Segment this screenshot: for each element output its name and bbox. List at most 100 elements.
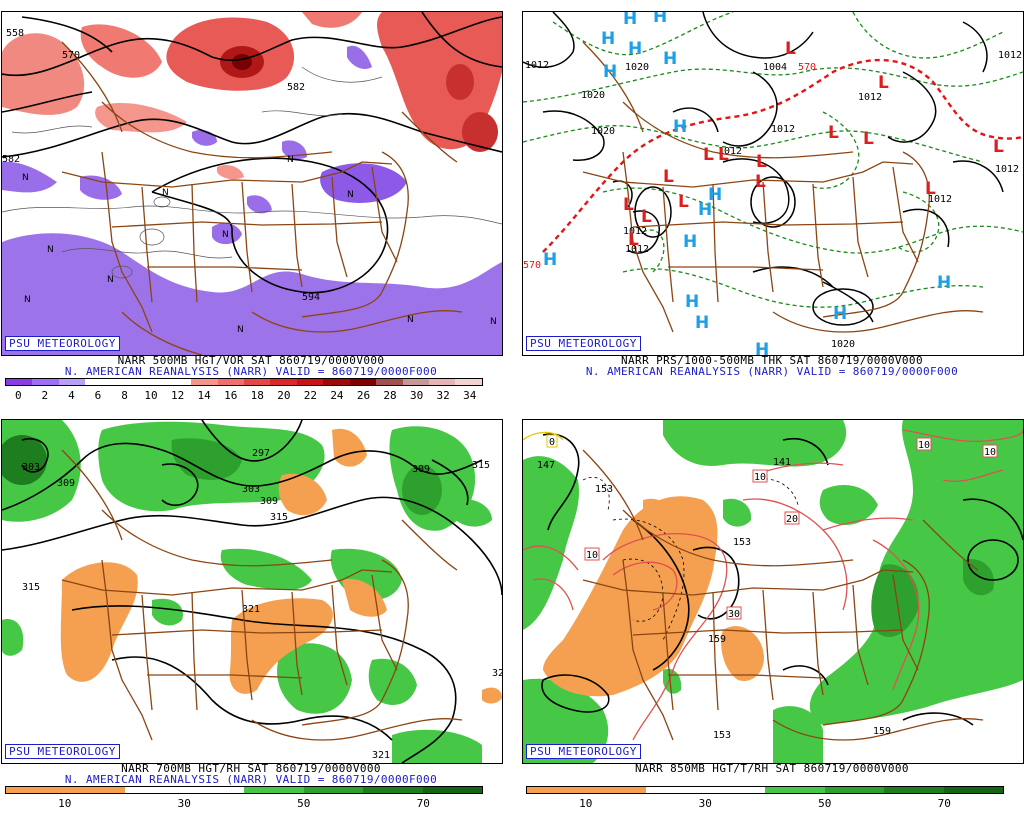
high-pressure-marker: H: [833, 304, 847, 324]
colorbar-swatch: [191, 379, 218, 385]
svg-text:N: N: [347, 190, 354, 200]
contour-label: 303: [22, 462, 40, 473]
colorbar-tick-label: 22: [303, 389, 317, 402]
rh-colorbar: [526, 786, 1004, 794]
high-pressure-marker: H: [601, 29, 615, 49]
colorbar-swatch: [586, 787, 646, 793]
colorbar-tick-label: 30: [409, 389, 424, 402]
colorbar-tick-label: 28: [383, 389, 397, 402]
temperature-label: 10: [586, 550, 598, 561]
map-850mb: 0 147 153 141 10 10 20 10 30 153 159 153…: [522, 419, 1024, 764]
contour-label: 315: [472, 460, 490, 471]
colorbar-swatch: [765, 787, 825, 793]
panel-caption: NARR 700MB HGT/RH SAT 860719/0000V000: [121, 762, 381, 775]
temperature-label: 0: [549, 437, 555, 448]
colorbar-swatch: [429, 379, 456, 385]
colorbar-tick-label: 50: [297, 797, 311, 810]
high-pressure-marker: H: [755, 340, 769, 355]
low-pressure-marker: L: [628, 230, 639, 250]
contour-label: 309: [57, 478, 75, 489]
colorbar-swatch: [58, 379, 86, 385]
low-pressure-marker: L: [828, 123, 839, 143]
high-pressure-marker: H: [937, 273, 951, 293]
contour-label: 321: [242, 604, 260, 615]
contour-label: 321: [372, 750, 390, 761]
colorbar-tick-label: 32: [436, 389, 450, 402]
colorbar-tick-label: 0: [14, 389, 22, 402]
colorbar-swatch: [270, 379, 297, 385]
low-pressure-marker: L: [678, 192, 689, 212]
contour-label: 1012: [625, 244, 649, 255]
low-pressure-marker: L: [785, 39, 796, 59]
contour-label: 309: [412, 464, 430, 475]
colorbar-swatch: [32, 379, 59, 385]
high-pressure-marker: H: [603, 62, 617, 82]
colorbar-tick-label: 18: [250, 389, 264, 402]
panel-pressure-thickness: 1012 1020 1020 1020 1004 570 1012 1012 1…: [522, 11, 1024, 411]
colorbar-swatch: [138, 379, 165, 385]
contour-label: 303: [242, 484, 260, 495]
contour-label: 1020: [831, 339, 855, 350]
contour-label: 159: [708, 634, 726, 645]
temperature-label: 10: [984, 447, 996, 458]
contour-label: 1012: [998, 50, 1022, 61]
colorbar-swatch: [646, 787, 706, 793]
colorbar-tick-label: 70: [416, 797, 430, 810]
colorbar-tick-label: 12: [170, 389, 185, 402]
colorbar-tick-label: 30: [698, 797, 712, 810]
colorbar-swatch: [244, 787, 304, 793]
svg-text:N: N: [490, 317, 497, 327]
high-pressure-marker: H: [685, 292, 699, 312]
panel-700mb-rh: 303 309 297 303 309 315 315 315 321 309 …: [1, 419, 549, 819]
high-pressure-marker: H: [683, 232, 697, 252]
psu-meteorology-badge: PSU METEOROLOGY: [526, 744, 641, 759]
colorbar-swatch: [323, 379, 350, 385]
low-pressure-marker: L: [718, 145, 729, 165]
colorbar-swatch: [184, 787, 244, 793]
panel-caption: NARR PRS/1000-500MB THK SAT 860719/0000V…: [621, 354, 923, 367]
contour-label: 570: [523, 260, 541, 271]
low-pressure-marker: L: [623, 195, 634, 215]
colorbar-swatch: [85, 379, 112, 385]
colorbar-swatch: [6, 787, 66, 793]
high-pressure-marker: H: [653, 12, 667, 27]
map-500mb: 558 570 582 582 594 N N N N N N N N N N N: [1, 11, 503, 356]
contour-label: 309: [260, 496, 278, 507]
low-pressure-marker: L: [663, 167, 674, 187]
colorbar-tick-label: 26: [356, 389, 371, 402]
high-pressure-marker: H: [628, 39, 642, 59]
svg-text:N: N: [162, 188, 169, 198]
map-pressure: 1012 1020 1020 1020 1004 570 1012 1012 1…: [522, 11, 1024, 356]
colorbar-tick-label: 10: [144, 389, 158, 402]
high-pressure-marker: H: [623, 12, 637, 29]
colorbar-swatch: [402, 379, 429, 385]
contour-label: 582: [2, 154, 20, 165]
contour-label: 1012: [718, 146, 742, 157]
contour-label: 594: [302, 292, 320, 303]
colorbar-swatch: [349, 379, 377, 385]
temperature-label: 10: [918, 440, 930, 451]
contour-label: 1012: [525, 60, 549, 71]
contour-label: 321: [492, 668, 502, 679]
psu-meteorology-badge: PSU METEOROLOGY: [5, 336, 120, 351]
low-pressure-marker: L: [863, 129, 874, 149]
svg-text:N: N: [237, 325, 244, 335]
vorticity-colorbar: [5, 378, 483, 386]
colorbar-swatch: [164, 379, 192, 385]
svg-text:N: N: [287, 155, 294, 165]
psu-meteorology-badge: PSU METEOROLOGY: [5, 744, 120, 759]
colorbar-swatch: [6, 379, 33, 385]
panel-500mb-vorticity: 558 570 582 582 594 N N N N N N N N N N N PSU M…: [1, 11, 503, 411]
contour-label: 570: [62, 50, 80, 61]
colorbar-tick-label: 70: [937, 797, 951, 810]
panel-valid-caption: N. AMERICAN REANALYSIS (NARR) VALID = 86…: [64, 773, 438, 786]
contour-label: 582: [287, 82, 305, 93]
contour-label: 153: [733, 537, 751, 548]
colorbar-swatch: [884, 787, 944, 793]
panel-caption: NARR 850MB HGT/T/RH SAT 860719/0000V000: [635, 762, 909, 775]
contour-label: 1012: [858, 92, 882, 103]
temperature-label: 30: [728, 609, 740, 620]
colorbar-swatch: [943, 787, 1003, 793]
colorbar-tick-label: 34: [463, 389, 477, 402]
colorbar-tick-label: 14: [197, 389, 211, 402]
